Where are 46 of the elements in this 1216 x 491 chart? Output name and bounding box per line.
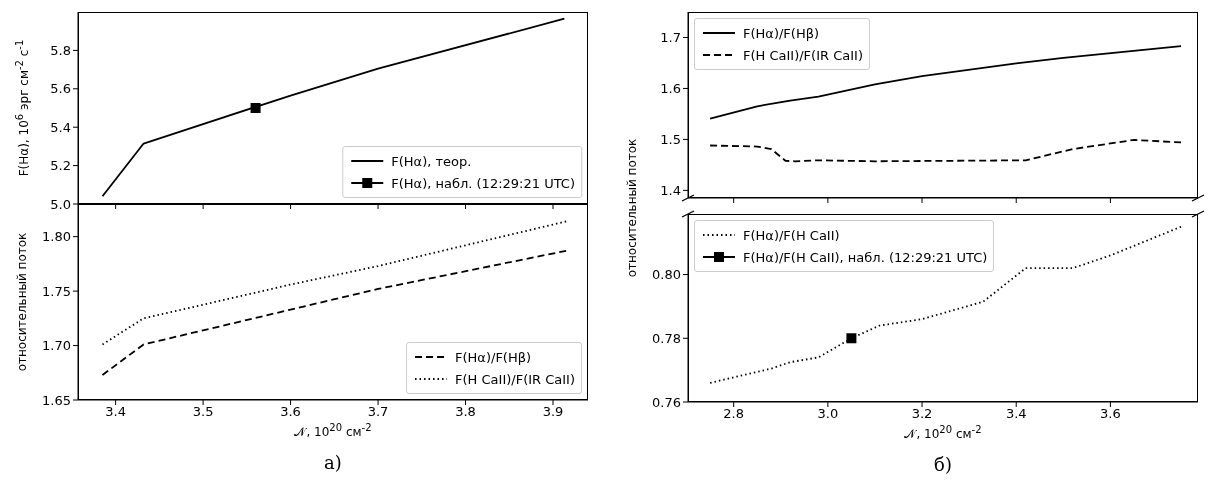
y-tick-label: 5.2 — [50, 158, 71, 174]
y-tick-label: 5.0 — [50, 196, 71, 212]
legend-label: F(Hα)/F(Hβ) — [743, 25, 820, 41]
x-tick-label: 3.7 — [367, 404, 389, 420]
x-tick-label: 3.5 — [192, 404, 214, 420]
x-tick-label: 3.8 — [455, 404, 476, 420]
legend-label: F(H CaII)/F(IR CaII) — [455, 371, 575, 387]
y-tick-label: 5.8 — [50, 43, 71, 59]
legend-label: F(Hα)/F(H CaII) — [743, 227, 840, 243]
text: б) — [934, 454, 952, 475]
y-tick-label: 0.78 — [652, 330, 681, 346]
x-tick-label: 3.2 — [911, 406, 933, 422]
y-tick-label: 1.70 — [42, 338, 71, 354]
y-tick-label: 5.6 — [50, 81, 71, 97]
y-tick-label: 1.75 — [42, 283, 71, 299]
x-tick-label: 3.4 — [1005, 406, 1027, 422]
y-tick-label: 1.4 — [660, 182, 681, 198]
line-series — [709, 139, 1182, 163]
legend-label: F(Hα)/F(Hβ) — [455, 349, 532, 365]
line-series — [101, 220, 568, 346]
line-series — [709, 225, 1182, 384]
y-tick-label: 1.7 — [660, 30, 681, 46]
x-tick-label: 2.8 — [723, 406, 745, 422]
legend-label: F(Hα)/F(H CaII), набл. (12:29:21 UTC) — [743, 249, 988, 265]
y-tick-label: 1.80 — [42, 229, 71, 245]
y-tick-label: 1.6 — [660, 81, 681, 97]
legend-label: F(H CaII)/F(IR CaII) — [743, 47, 863, 63]
legend-label: F(Hα), теор. — [391, 153, 472, 169]
x-tick-label: 3.0 — [817, 406, 839, 422]
line-series — [101, 249, 568, 376]
line-series — [709, 45, 1182, 120]
text: а) — [324, 452, 342, 473]
x-tick-label: 3.9 — [542, 404, 564, 420]
legend-label: F(Hα), набл. (12:29:21 UTC) — [391, 175, 575, 191]
x-axis-title: 𝒩, 10$^{20}$ см$^{-2}$ — [904, 424, 982, 441]
y-axis-title: относительный поток — [15, 232, 29, 372]
y-axis-title: относительный поток — [625, 138, 639, 278]
y-tick-label: 1.65 — [42, 392, 71, 408]
x-tick-label: 3.4 — [105, 404, 126, 420]
x-tick-label: 3.6 — [1100, 406, 1121, 422]
x-axis-title: 𝒩, 10$^{20}$ см$^{-2}$ — [294, 422, 372, 439]
y-tick-label: 1.5 — [660, 132, 681, 148]
x-tick-label: 3.6 — [280, 404, 301, 420]
y-tick-label: 5.4 — [50, 119, 71, 135]
y-tick-label: 0.80 — [652, 267, 681, 283]
y-tick-label: 0.76 — [652, 394, 681, 410]
